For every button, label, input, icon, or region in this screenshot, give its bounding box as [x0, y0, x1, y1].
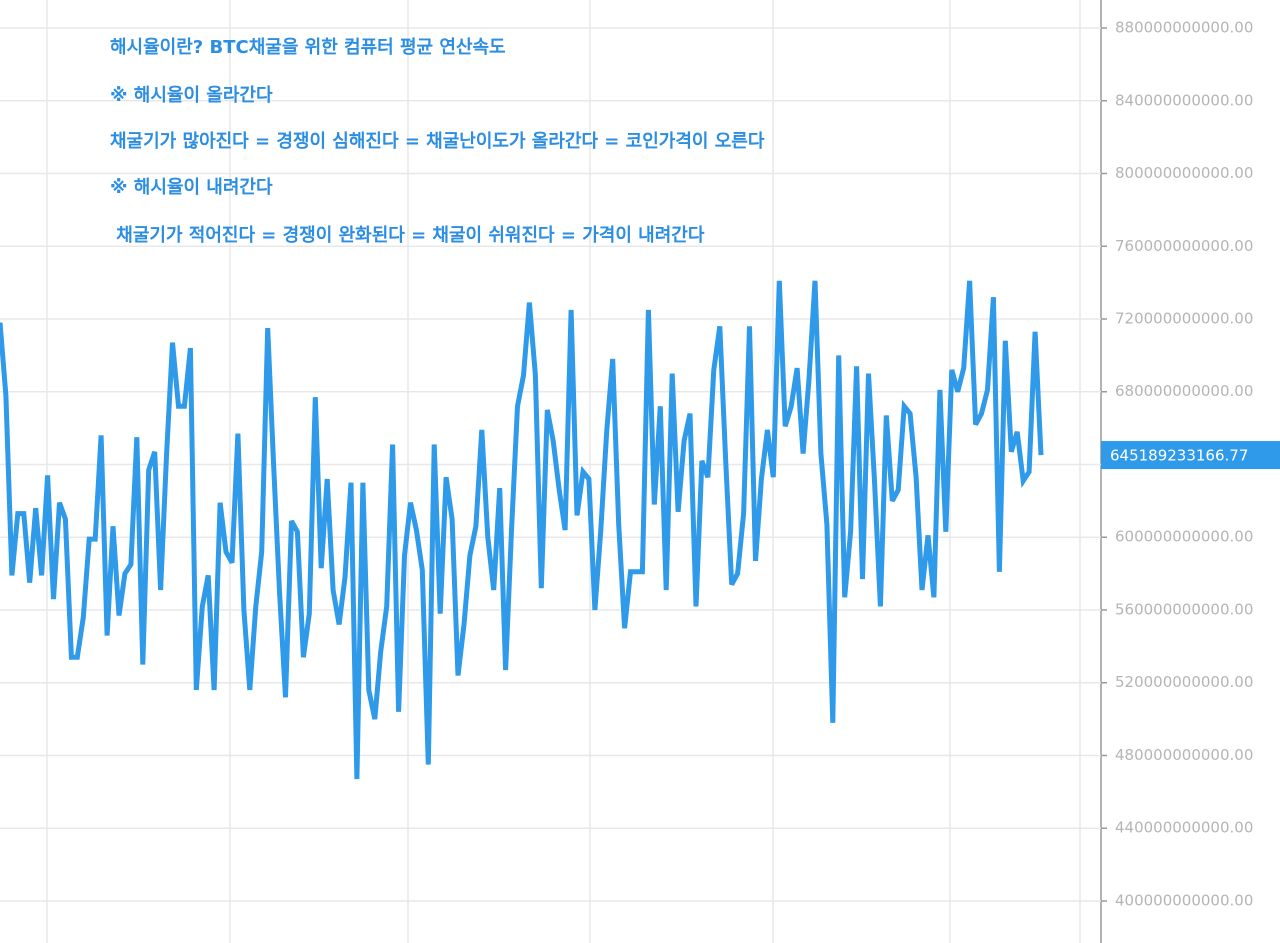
y-tick-label: 840000000000.00 [1115, 91, 1253, 109]
y-tick-label: 800000000000.00 [1115, 164, 1253, 182]
series-line [0, 280, 1044, 780]
y-tick-label: 520000000000.00 [1115, 673, 1253, 691]
annotation: 해시율이란? BTC채굴을 위한 컴퓨터 평균 연산속도 [110, 37, 506, 58]
annotation: 채굴기가 많아진다 = 경쟁이 심해진다 = 채굴난이도가 올라간다 = 코인가… [110, 131, 765, 152]
annotation: ※ 해시율이 올라간다 [110, 85, 273, 106]
y-tick-label: 560000000000.00 [1115, 600, 1253, 618]
last-value-badge [1101, 441, 1280, 470]
y-tick-label: 880000000000.00 [1115, 19, 1253, 37]
y-tick-label: 760000000000.00 [1115, 237, 1253, 255]
annotation: 채굴기가 적어진다 = 경쟁이 완화된다 = 채굴이 쉬워진다 = 가격이 내려… [110, 224, 705, 246]
y-tick-label: 480000000000.00 [1115, 746, 1253, 764]
last-value-label: 645189233166.77 [1110, 447, 1248, 465]
y-tick-label: 680000000000.00 [1115, 382, 1253, 400]
y-tick-label: 600000000000.00 [1115, 528, 1253, 546]
y-tick-label: 400000000000.00 [1115, 891, 1253, 909]
annotation: ※ 해시율이 내려간다 [110, 177, 273, 198]
y-tick-label: 440000000000.00 [1115, 819, 1253, 837]
y-tick-label: 720000000000.00 [1115, 310, 1253, 328]
